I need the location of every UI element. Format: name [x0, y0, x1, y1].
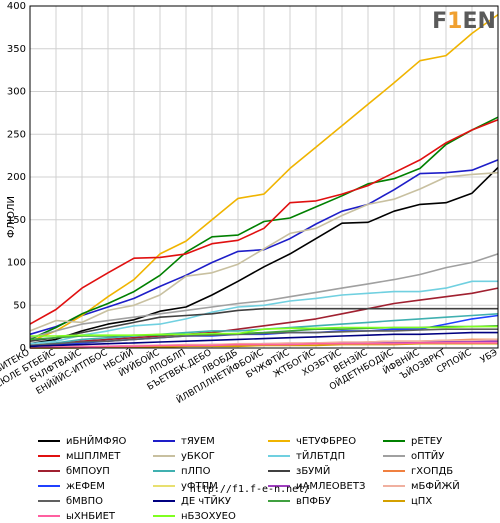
legend-label: рЕТЕУ [411, 435, 443, 447]
legend-label: чЕТУФБРЕО [296, 435, 357, 447]
y-axis-label: ФЛЮЛИ [6, 196, 17, 238]
series-line-1 [29, 167, 499, 345]
legend-label: пЛПО [181, 465, 211, 477]
legend-label: оПТЙУ [411, 450, 445, 462]
y-tick-label: 300 [7, 87, 26, 98]
series-line-5 [29, 118, 499, 325]
legend-label: тЙЛБТДП [296, 450, 346, 462]
legend-item: нБЗОХУЕО [153, 509, 236, 523]
legend-label: ДЕ чТЙКУ [181, 495, 231, 507]
legend-label: уФТПМ [181, 480, 218, 492]
legend-swatch [383, 470, 405, 472]
legend-swatch [38, 500, 60, 502]
series-line-18 [29, 331, 498, 348]
y-tick-label: 0 [20, 343, 26, 354]
legend-label: цПХ [411, 495, 433, 507]
legend-swatch [383, 440, 405, 442]
x-tick-label: УБЭ [479, 348, 500, 366]
y-tick-label: 200 [7, 172, 26, 183]
legend-item: тЙЛБТДП [268, 449, 345, 463]
legend-item: пЛПО [153, 464, 210, 478]
legend-label: вПФБУ [296, 495, 331, 507]
legend-label: мБФЙЖЙ [411, 480, 460, 492]
legend-label: мШПЛМЕТ [66, 450, 121, 462]
legend-swatch [383, 485, 405, 487]
legend-item: ыХНБИЕТ [38, 509, 115, 523]
series-line-3 [29, 13, 499, 342]
legend-item: бМПОУП [38, 464, 110, 478]
y-tick-label: 350 [7, 44, 26, 55]
y-tick-label: 400 [7, 1, 26, 12]
legend-swatch [38, 470, 60, 472]
legend-swatch [153, 515, 175, 517]
legend-item: вПФБУ [268, 494, 331, 508]
legend-label: гХОПДБ [411, 465, 454, 477]
legend-item: мШПЛМЕТ [38, 449, 120, 463]
legend-label: ыХНБИЕТ [66, 510, 116, 522]
series-line-7 [29, 280, 498, 345]
legend-swatch [38, 515, 60, 517]
y-tick-label: 250 [7, 129, 26, 140]
legend-swatch [153, 440, 175, 442]
legend-item: иБНЙМФЯО [38, 434, 126, 448]
legend-item: уФТПМ [153, 479, 218, 493]
legend-item: цПХ [383, 494, 432, 508]
series-line-6 [29, 171, 499, 332]
chart: 0 50 100 150 200 250 300 350 400 ВВИТЕКО ЕЙСЮЛЕ БТ… [0, 1, 500, 406]
legend-swatch [153, 470, 175, 472]
legend-swatch [383, 500, 405, 502]
y-tick-label: 100 [7, 258, 26, 269]
legend-swatch [268, 470, 290, 472]
legend-label: нБЗОХУЕО [181, 510, 236, 522]
legend-swatch [268, 500, 290, 502]
y-tick-label: 50 [13, 300, 26, 311]
footer-url[interactable]: http://f1.f-e-n.net/ [189, 484, 311, 495]
logo-text-a: F [432, 8, 448, 34]
series-line-21 [29, 342, 498, 349]
series-line-4 [29, 116, 499, 341]
legend-label: жЕФЕМ [66, 480, 105, 492]
legend-label: зБУМЙ [296, 465, 331, 477]
legend-swatch [153, 500, 175, 502]
legend-swatch [38, 455, 60, 457]
legend-item: зБУМЙ [268, 464, 330, 478]
legend-item: жЕФЕМ [38, 479, 105, 493]
legend-swatch [268, 440, 290, 442]
legend-item: оПТЙУ [383, 449, 444, 463]
legend-item: иАМЛЕОВЕТЗ [268, 479, 365, 493]
legend-item: бМВПО [38, 494, 103, 508]
logo-text-c: EN [462, 8, 496, 34]
series-line-9 [29, 287, 499, 348]
legend-item: гХОПДБ [383, 464, 453, 478]
plot-border [29, 5, 499, 349]
legend-swatch [38, 440, 60, 442]
y-tick-label: 150 [7, 215, 26, 226]
legend-item: уБКОГ [153, 449, 215, 463]
legend-item: чЕТУФБРЕО [268, 434, 356, 448]
series-line-17 [29, 328, 498, 347]
legend-swatch [38, 485, 60, 487]
series-line-22 [30, 325, 498, 337]
legend-swatch [268, 485, 290, 487]
logo-text-b: 1 [447, 8, 463, 34]
legend-label: тЯУЕМ [181, 435, 215, 447]
series-line-11 [29, 307, 498, 342]
legend-label: бМВПО [66, 495, 104, 507]
legend-swatch [153, 485, 175, 487]
legend-swatch [268, 455, 290, 457]
series-line-8 [29, 253, 499, 339]
legend-item: тЯУЕМ [153, 434, 215, 448]
legend-label: иАМЛЕОВЕТЗ [296, 480, 366, 492]
legend-item: мБФЙЖЙ [383, 479, 460, 493]
legend-label: иБНЙМФЯО [66, 435, 127, 447]
legend-item: ДЕ чТЙКУ [153, 494, 231, 508]
legend-swatch [383, 455, 405, 457]
legend-item: рЕТЕУ [383, 434, 442, 448]
legend-label: бМПОУП [66, 465, 110, 477]
f1en-logo: F 1 EN [432, 6, 496, 36]
legend-label: уБКОГ [181, 450, 215, 462]
legend-swatch [153, 455, 175, 457]
